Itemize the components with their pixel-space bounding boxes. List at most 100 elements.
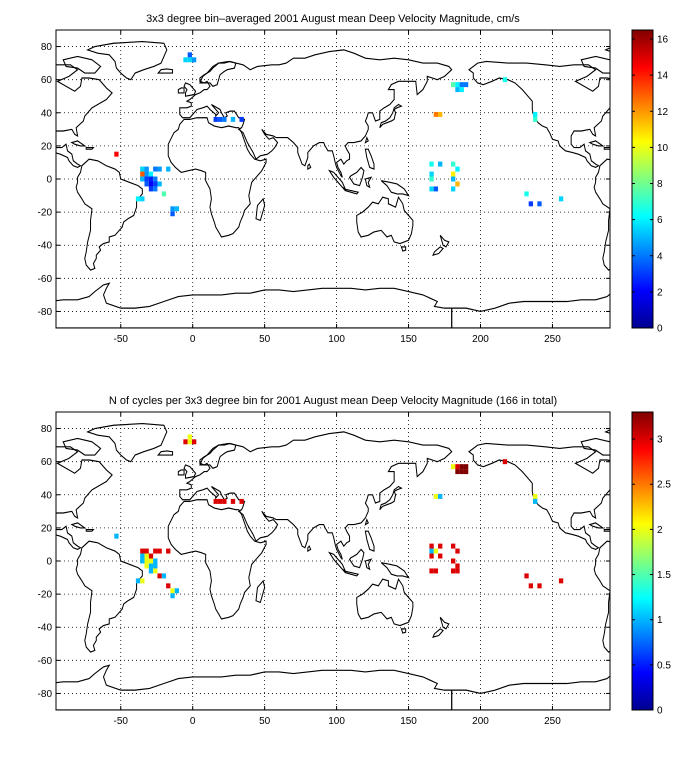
y-tick-label: 20 [41,141,53,152]
data-bin [558,578,564,584]
y-tick-label: -40 [38,623,53,634]
data-bin [144,563,149,569]
data-bin [222,116,227,122]
x-tick-label: 100 [328,716,345,727]
colorbar-tick-label: 1.5 [657,570,671,581]
data-bin [455,563,460,569]
data-bin [170,206,175,212]
y-tick-label: 0 [46,175,52,186]
data-bin [161,191,167,197]
data-bin [537,201,542,207]
data-bin [161,573,167,579]
data-bin [148,181,154,187]
data-bin [170,211,175,217]
y-tick-label: 80 [41,42,53,53]
data-bin [170,593,175,599]
data-bin [455,87,460,93]
data-bin [438,111,443,117]
data-bin [533,493,538,499]
colorbar-tick-label: 10 [657,143,669,154]
data-bin [187,439,192,445]
data-bin [157,573,162,579]
data-bin [148,563,154,569]
map-area [56,412,610,710]
data-bin [153,176,158,182]
data-bin [429,553,434,559]
data-bins [114,52,564,217]
x-tick-label: 150 [400,716,417,727]
data-bin [148,186,154,192]
data-bin [114,533,119,539]
data-bin [450,464,456,470]
y-tick-label: -20 [38,208,53,219]
x-tick-label: 250 [544,334,561,345]
data-bin [144,171,149,177]
data-bin [135,578,141,584]
data-bin [187,52,192,58]
data-bin [148,171,154,177]
data-bin [140,196,145,202]
colorbar-tick-label: 2 [657,287,663,298]
y-tick-label: -60 [38,656,53,667]
grid-lines [56,30,610,328]
x-tick-label: 50 [259,334,271,345]
data-bin [459,82,464,88]
data-bin [213,498,218,504]
colorbar-tick-label: 1 [657,615,663,626]
data-bin [558,196,564,202]
data-bin [429,568,434,574]
data-bin [438,493,443,499]
y-tick-label: 60 [41,75,53,86]
colorbar-tick-label: 6 [657,215,663,226]
data-bin [450,171,456,177]
data-bin [191,439,197,445]
data-bin [459,464,464,470]
colorbar-tick-label: 2 [657,525,663,536]
data-bin [429,176,434,182]
data-bin [438,543,443,549]
velocity-map-panel: 3x3 degree bin–averaged 2001 August mean… [38,13,669,345]
data-bin [157,548,162,554]
x-tick-label: 0 [190,716,196,727]
y-tick-label: 0 [46,557,52,568]
data-bin [450,186,456,192]
data-bin [153,166,158,172]
data-bin [528,201,534,207]
data-bin [463,464,469,470]
data-bin [140,553,145,559]
data-bin [455,464,460,470]
colorbar-gradient [631,29,654,329]
x-tick-label: 0 [190,334,196,345]
panel-title: N of cycles per 3x3 degree bin for 2001 … [109,395,557,407]
data-bin [463,469,469,475]
data-bin [183,57,188,63]
colorbar-tick-label: 0 [657,706,663,717]
data-bin [455,181,460,187]
data-bin [463,82,469,88]
data-bin [140,171,145,177]
data-bin [140,176,145,182]
colorbar-tick-label: 4 [657,251,663,262]
colorbar-tick-label: 12 [657,107,669,118]
colorbar: 0 2 4 6 8 10 12 14 16 [631,29,669,335]
data-bin [174,588,180,594]
data-bin [153,181,158,187]
y-tick-label: 60 [41,457,53,468]
data-bin [157,181,162,187]
data-bin [144,553,149,559]
data-bin [140,548,145,554]
data-bin [213,116,218,122]
data-bin [140,558,145,564]
colorbar-tick-label: 0.5 [657,660,671,671]
data-bin [450,543,456,549]
colorbar-tick-label: 2.5 [657,480,671,491]
data-bin [157,166,162,172]
data-bin [191,57,197,63]
data-bin [438,553,443,559]
data-bin [429,186,434,192]
data-bin [429,171,434,177]
data-bin [459,469,464,475]
y-tick-label: -80 [38,689,53,700]
colorbar-tick-label: 3 [657,435,663,446]
data-bin [217,498,223,504]
